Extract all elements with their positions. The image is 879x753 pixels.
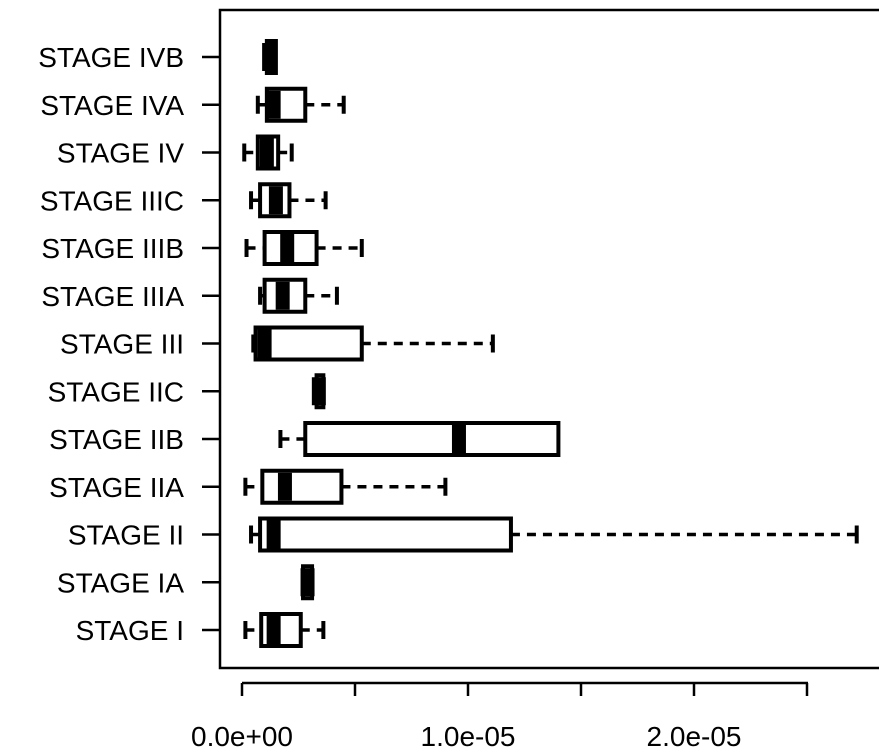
y-tick-label-0: STAGE I xyxy=(76,615,184,646)
y-tick-label-7: STAGE IIIA xyxy=(41,281,184,312)
x-axis-ticks xyxy=(240,683,809,696)
y-tick-label-6: STAGE III xyxy=(60,329,184,360)
box-group-6 xyxy=(251,325,495,362)
box-group-7 xyxy=(258,277,339,314)
box-group-3 xyxy=(243,468,448,505)
box-group-10 xyxy=(242,134,294,171)
y-tick-label-5: STAGE IIC xyxy=(48,376,184,407)
y-tick-label-8: STAGE IIIB xyxy=(41,233,184,264)
y-tick-label-10: STAGE IV xyxy=(57,138,184,169)
x-tick-label-0: 0.0e+00 xyxy=(191,721,293,752)
box-group-8 xyxy=(244,230,364,266)
y-axis-ticks xyxy=(202,55,220,632)
box-group-2 xyxy=(249,516,859,553)
y-tick-label-3: STAGE IIA xyxy=(49,472,184,503)
box-group-9 xyxy=(249,182,328,219)
y-tick-label-9: STAGE IIIC xyxy=(40,185,184,216)
y-tick-label-2: STAGE II xyxy=(68,520,184,551)
box-group-0 xyxy=(243,612,326,648)
box-3 xyxy=(260,468,344,505)
x-tick-label-1: 1.0e-05 xyxy=(421,721,516,752)
y-tick-label-12: STAGE IVB xyxy=(38,42,184,73)
box-4 xyxy=(303,421,561,457)
box-group-12 xyxy=(262,39,278,75)
box-group-11 xyxy=(255,86,346,123)
box-group-4 xyxy=(278,421,561,457)
y-tick-label-1: STAGE IA xyxy=(57,567,184,598)
y-tick-label-4: STAGE IIB xyxy=(49,424,184,455)
x-tick-label-2: 2.0e-05 xyxy=(647,721,742,752)
box-6 xyxy=(253,325,364,362)
box-group-5 xyxy=(311,373,326,410)
box-group-1 xyxy=(300,564,315,601)
y-tick-label-11: STAGE IVA xyxy=(40,90,184,121)
y-axis-category-labels: STAGE I STAGE IA STAGE II STAGE IIA STAGE II… xyxy=(38,42,184,646)
boxplot-series xyxy=(242,39,859,648)
box-2 xyxy=(258,516,513,553)
x-axis-tick-labels: 0.0e+00 1.0e-05 2.0e-05 xyxy=(191,721,741,752)
plot-frame xyxy=(218,8,879,670)
